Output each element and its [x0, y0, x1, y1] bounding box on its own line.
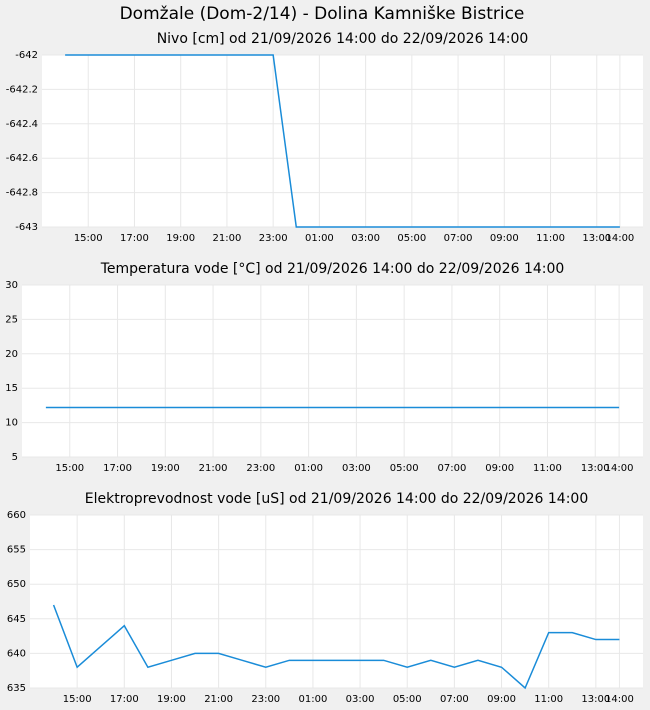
x-tick-label: 13:00	[581, 463, 610, 474]
x-tick-label: 15:00	[55, 463, 84, 474]
y-tick-label: -642.8	[6, 188, 38, 199]
y-tick-label: 640	[7, 648, 26, 659]
x-tick-label: 11:00	[533, 463, 562, 474]
data-line	[52, 604, 620, 690]
x-tick-label: 07:00	[438, 463, 467, 474]
x-tick-label: 21:00	[213, 233, 242, 244]
page-title: Domžale (Dom-2/14) - Dolina Kamniške Bis…	[120, 4, 525, 24]
y-tick-label: 650	[7, 579, 26, 590]
y-tick-label: 660	[7, 510, 26, 521]
x-tick-label: 23:00	[246, 463, 275, 474]
x-tick-label: 03:00	[351, 233, 380, 244]
x-tick-label: 05:00	[397, 233, 426, 244]
x-tick-label: 21:00	[204, 694, 233, 705]
x-tick-label: 07:00	[444, 233, 473, 244]
x-tick-label: 14:00	[605, 233, 634, 244]
x-tick-label: 23:00	[251, 694, 280, 705]
y-tick-label: -642.4	[6, 119, 38, 130]
x-tick-label: 17:00	[103, 463, 132, 474]
plot-area	[22, 285, 643, 457]
y-tick-label: -642	[15, 50, 38, 61]
x-tick-label: 13:00	[582, 233, 611, 244]
x-tick-label: 21:00	[199, 463, 228, 474]
data-line	[65, 54, 620, 228]
x-tick-label: 03:00	[342, 463, 371, 474]
x-tick-label: 01:00	[305, 233, 334, 244]
x-tick-label: 17:00	[120, 233, 149, 244]
x-tick-label: 23:00	[259, 233, 288, 244]
y-tick-label: 635	[7, 683, 26, 694]
x-tick-label: 19:00	[166, 233, 195, 244]
x-tick-label: 01:00	[294, 463, 323, 474]
x-tick-label: 03:00	[346, 694, 375, 705]
x-tick-label: 17:00	[110, 694, 139, 705]
x-tick-label: 15:00	[63, 694, 92, 705]
x-tick-label: 19:00	[157, 694, 186, 705]
x-tick-label: 05:00	[390, 463, 419, 474]
y-tick-label: 25	[5, 314, 18, 325]
plot-area	[30, 515, 643, 688]
x-tick-label: 05:00	[393, 694, 422, 705]
x-tick-label: 13:00	[581, 694, 610, 705]
y-tick-label: 20	[5, 349, 18, 360]
x-tick-label: 09:00	[487, 694, 516, 705]
y-tick-label: 30	[5, 280, 18, 291]
x-tick-label: 14:00	[605, 463, 634, 474]
chart-title: Nivo [cm] od 21/09/2026 14:00 do 22/09/2…	[157, 31, 529, 47]
y-tick-label: 645	[7, 614, 26, 625]
x-tick-label: 15:00	[74, 233, 103, 244]
plot-area	[42, 55, 643, 227]
x-tick-label: 01:00	[299, 694, 328, 705]
x-tick-label: 14:00	[605, 694, 634, 705]
y-tick-label: 655	[7, 545, 26, 556]
y-tick-label: -643	[15, 222, 38, 233]
chart-title: Temperatura vode [°C] od 21/09/2026 14:0…	[100, 261, 565, 277]
x-tick-label: 11:00	[534, 694, 563, 705]
x-tick-label: 09:00	[485, 463, 514, 474]
x-tick-label: 11:00	[536, 233, 565, 244]
y-tick-label: -642.2	[6, 84, 38, 95]
y-tick-label: 10	[5, 418, 18, 429]
y-tick-label: 5	[12, 452, 18, 463]
x-tick-label: 09:00	[490, 233, 519, 244]
x-tick-label: 19:00	[151, 463, 180, 474]
y-tick-label: 15	[5, 383, 18, 394]
x-tick-label: 07:00	[440, 694, 469, 705]
y-tick-label: -642.6	[6, 153, 38, 164]
chart-title: Elektroprevodnost vode [uS] od 21/09/202…	[85, 491, 588, 507]
